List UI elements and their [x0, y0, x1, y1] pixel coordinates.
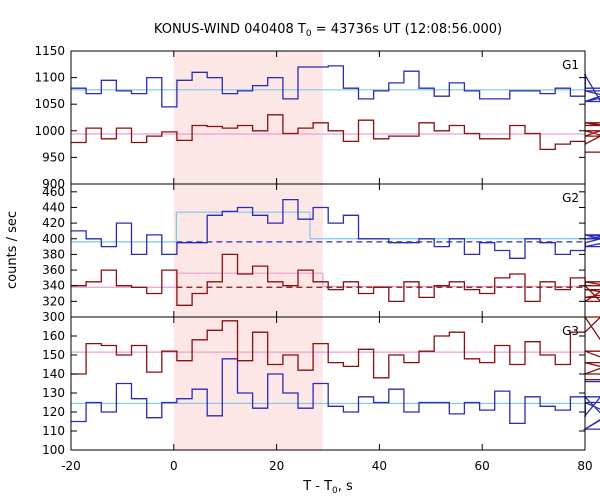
panel-g3-frame: [70, 316, 586, 451]
panel-g2-ytick-label: 400: [42, 232, 65, 246]
x-axis-label-main: T - T: [302, 479, 332, 494]
chart-title-rest: = 43736s UT (12:08:56.000): [312, 22, 502, 37]
panel-g1-ytick-label: 1100: [34, 71, 65, 85]
panel-g2-ytick-label: 320: [42, 294, 65, 308]
panel-g1-ytick-label: 1150: [34, 44, 65, 58]
panel-g3-series-red: [71, 316, 600, 381]
panel-g1-series-blue: [71, 65, 600, 108]
y-axis-label: counts / sec: [5, 211, 20, 289]
panel-g3-ytick-label: 130: [42, 386, 65, 400]
chart-title-main: KONUS-WIND 040408 T: [154, 22, 306, 37]
panel-g1-frame: [70, 50, 586, 185]
panel-g1-label: G1: [562, 58, 579, 72]
panel-g3-ytick-label: 150: [42, 348, 65, 362]
panel-g3-ytick-label: 100: [42, 443, 65, 457]
panel-g2-ytick-label: 360: [42, 263, 65, 277]
xtick-label: 40: [372, 459, 387, 473]
burst-interval-shade: [173, 51, 323, 450]
panel-g3-ytick-label: 120: [42, 405, 65, 419]
panel-g3-ytick-label: 140: [42, 367, 65, 381]
xtick-label: 0: [170, 459, 178, 473]
panel-g2-ytick-label: 380: [42, 247, 65, 261]
panel-g1-series-red: [71, 114, 600, 153]
xtick-label: -20: [61, 459, 81, 473]
panel-g3-ytick-label: 110: [42, 424, 65, 438]
panel-g2-label: G2: [562, 191, 579, 205]
x-axis-label-sub: 0: [332, 486, 338, 496]
xtick-label: 80: [577, 459, 592, 473]
xtick-label: 20: [269, 459, 284, 473]
panel-g2-ytick-label: 420: [42, 216, 65, 230]
x-axis-label: T - T0, s: [302, 479, 353, 496]
panel-g2-ytick-label: 460: [42, 185, 65, 199]
panel-g1-ytick-label: 950: [42, 150, 65, 164]
panel-g2-series-blue: [71, 198, 600, 259]
panel-g1-ytick-label: 900: [42, 177, 65, 191]
x-axis-label-rest: , s: [338, 479, 353, 494]
panel-g3-ytick-label: 160: [42, 329, 65, 343]
panel-g1-ytick-label: 1000: [34, 124, 65, 138]
panel-g3-label: G3: [562, 324, 579, 338]
panel-g2-series-red: [71, 253, 600, 306]
panel-g2-ytick-label: 340: [42, 279, 65, 293]
plot-area: 9009501000105011001150G13003203403603804…: [34, 44, 600, 473]
chart-title-sub: 0: [306, 29, 312, 39]
panel-g1-ytick-label: 1050: [34, 97, 65, 111]
panel-g3-series-blue: [71, 358, 600, 430]
xtick-label: 60: [475, 459, 490, 473]
chart-title: KONUS-WIND 040408 T0 = 43736s UT (12:08:…: [154, 22, 502, 39]
panel-g2-ytick-label: 300: [42, 310, 65, 324]
panel-g2-ytick-label: 440: [42, 200, 65, 214]
